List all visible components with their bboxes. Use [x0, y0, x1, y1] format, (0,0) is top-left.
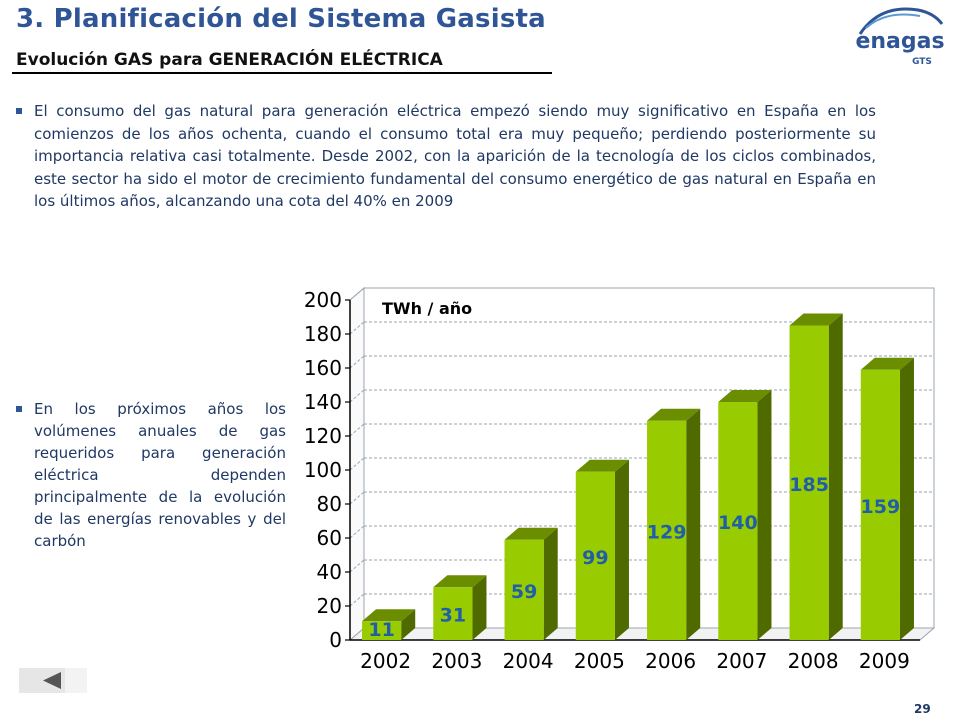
- bar-top: [860, 357, 914, 370]
- x-tick-label: 2004: [503, 649, 554, 673]
- gridline-side: [349, 457, 365, 471]
- bullet-square-icon: [16, 108, 22, 114]
- bar-side: [757, 390, 772, 640]
- bar: [860, 369, 900, 640]
- y-tick-label: 40: [317, 560, 342, 584]
- x-tick-label: 2003: [431, 649, 482, 673]
- page-number: 29: [914, 702, 931, 716]
- gridline-side: [349, 559, 365, 573]
- bar-top: [504, 527, 558, 540]
- bar-side: [472, 575, 487, 640]
- unit-label: TWh / año: [382, 299, 472, 318]
- y-tick-label: 200: [304, 288, 342, 312]
- bar-top: [575, 459, 629, 472]
- enagas-logo: enagas GTS: [850, 4, 950, 74]
- bar-value-label: 11: [368, 619, 394, 641]
- gridline-side: [349, 423, 365, 437]
- y-tick-label: 160: [304, 356, 342, 380]
- bar-side: [401, 609, 416, 640]
- y-tick-label: 80: [317, 492, 342, 516]
- bar: [433, 587, 473, 640]
- gas-generation-chart: 0 20 40 60 80 100 120 140 160 180 200 TWh / año 11 20…: [296, 280, 948, 680]
- bar: [718, 402, 758, 640]
- intro-paragraph: El consumo del gas natural para generaci…: [16, 100, 876, 213]
- outlook-paragraph: En los próximos años los volúmenes anual…: [16, 398, 286, 552]
- bar-side: [686, 408, 701, 640]
- y-tick-label: 60: [317, 526, 342, 550]
- x-tick-label: 2008: [788, 649, 839, 673]
- x-tick-label: 2007: [716, 649, 767, 673]
- gridline-side: [349, 355, 365, 369]
- x-tick-label: 2002: [360, 649, 411, 673]
- page-title: 3. Planificación del Sistema Gasista: [16, 4, 546, 34]
- bar: [575, 471, 615, 640]
- page-subtitle: Evolución GAS para GENERACIÓN ELÉCTRICA: [16, 50, 443, 70]
- gridline-side: [349, 593, 365, 607]
- chart-side-wall: [349, 286, 365, 642]
- bar-top: [718, 390, 772, 402]
- bar-value-label: 140: [718, 512, 758, 534]
- bar-top: [789, 313, 843, 326]
- logo-tag: GTS: [912, 57, 932, 67]
- back-arrow-icon: [43, 672, 61, 689]
- bar-value-label: 185: [789, 474, 829, 496]
- outlook-paragraph-text: En los próximos años los volúmenes anual…: [34, 400, 286, 550]
- bar-side: [899, 357, 914, 640]
- bar-top: [433, 575, 487, 588]
- bar-top: [362, 609, 416, 622]
- bar-value-label: 59: [511, 581, 537, 603]
- logo-text: enagas: [855, 29, 944, 54]
- x-tick-label: 2006: [645, 649, 696, 673]
- bullet-square-icon: [16, 406, 22, 412]
- gridline-side: [349, 287, 365, 301]
- gridline-side: [349, 525, 365, 539]
- bar-side: [614, 459, 629, 640]
- title-divider: [12, 72, 552, 74]
- bar: [647, 420, 687, 640]
- bar-value-label: 99: [582, 547, 608, 569]
- y-tick-label: 180: [304, 322, 342, 346]
- bar-value-label: 129: [647, 521, 687, 543]
- x-tick-label: 2009: [859, 649, 910, 673]
- bar: [504, 539, 544, 640]
- bar-top: [647, 408, 701, 421]
- bar: [789, 325, 829, 640]
- gridline-side: [349, 389, 365, 403]
- y-tick-label: 0: [329, 628, 342, 652]
- x-tick-label: 2005: [574, 649, 625, 673]
- y-tick-label: 20: [317, 594, 342, 618]
- y-tick-label: 100: [304, 458, 342, 482]
- bar-side: [543, 527, 558, 640]
- bar-side: [828, 313, 843, 640]
- bar: [362, 621, 402, 640]
- intro-paragraph-text: El consumo del gas natural para generaci…: [34, 102, 876, 211]
- back-button[interactable]: [19, 668, 87, 693]
- y-tick-label: 140: [304, 390, 342, 414]
- gridline-side: [349, 321, 365, 335]
- y-tick-label: 120: [304, 424, 342, 448]
- bar-value-label: 159: [861, 496, 901, 518]
- gridline-side: [349, 491, 365, 505]
- bar-value-label: 31: [440, 605, 466, 627]
